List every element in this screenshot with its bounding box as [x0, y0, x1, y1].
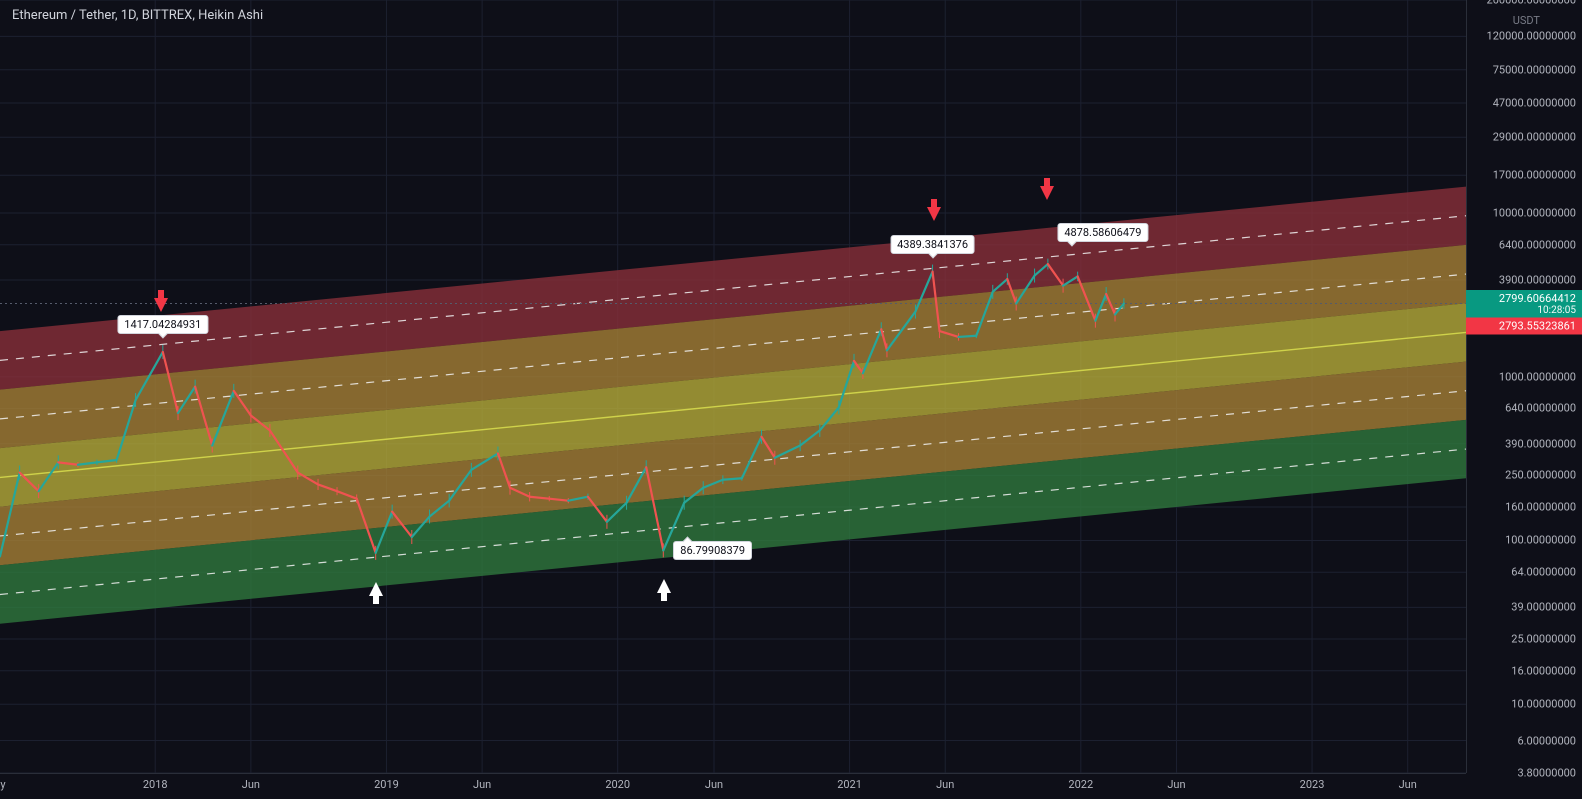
chart-svg	[0, 0, 1582, 799]
time-tick: Jun	[1399, 778, 1417, 791]
last-price-badge: 2799.6066441210:28:05	[1466, 290, 1582, 318]
price-tick: 10.00000000	[1511, 698, 1576, 711]
sell-arrow-icon	[154, 298, 168, 312]
time-tick: 2021	[837, 778, 862, 791]
time-tick: 2018	[143, 778, 168, 791]
price-tick: 75000.00000000	[1493, 63, 1576, 76]
time-tick: Jun	[705, 778, 723, 791]
buy-arrow-icon	[369, 582, 383, 596]
price-tick: 6400.00000000	[1499, 238, 1576, 251]
chart-container[interactable]: Ethereum / Tether, 1D, BITTREX, Heikin A…	[0, 0, 1582, 799]
price-tick: 10000.00000000	[1493, 207, 1576, 220]
sell-arrow-icon	[927, 207, 941, 221]
price-tick: 640.00000000	[1505, 402, 1576, 415]
time-tick: Jun	[1167, 778, 1185, 791]
time-tick: Jun	[242, 778, 260, 791]
price-tick: 39.00000000	[1511, 601, 1576, 614]
time-tick: ay	[0, 778, 6, 791]
price-tick: 3900.00000000	[1499, 273, 1576, 286]
price-tick: 3.80000000	[1517, 767, 1576, 780]
price-tick: 160.00000000	[1505, 501, 1576, 514]
sell-arrow-icon	[1040, 186, 1054, 200]
price-tick: 1000.00000000	[1499, 370, 1576, 383]
price-tick: 390.00000000	[1505, 437, 1576, 450]
price-tick: 200000.00000000	[1487, 0, 1576, 7]
time-tick: 2023	[1300, 778, 1325, 791]
price-tick: 29000.00000000	[1493, 131, 1576, 144]
prev-close-badge: 2793.55323861	[1466, 317, 1582, 334]
time-tick: 2020	[605, 778, 630, 791]
price-tick: 64.00000000	[1511, 566, 1576, 579]
price-tick: 25.00000000	[1511, 633, 1576, 646]
price-tick: 250.00000000	[1505, 469, 1576, 482]
buy-arrow-icon	[657, 579, 671, 593]
price-tick: 16.00000000	[1511, 664, 1576, 677]
price-axis-unit: USDT	[1513, 14, 1540, 27]
time-axis[interactable]: ay 2018 Jun 2019 Jun 2020 Jun 2021 Jun 2022 Jun 202…	[0, 773, 1466, 799]
price-tick: 6.00000000	[1517, 734, 1576, 747]
time-tick: Jun	[473, 778, 491, 791]
time-tick: Jun	[936, 778, 954, 791]
price-tick: 17000.00000000	[1493, 169, 1576, 182]
time-tick: 2022	[1068, 778, 1093, 791]
price-tick: 120000.00000000	[1487, 30, 1576, 43]
price-axis[interactable]: USDT 200000.00000000 120000.00000000 75000…	[1466, 0, 1582, 773]
price-tick: 47000.00000000	[1493, 96, 1576, 109]
price-tick: 100.00000000	[1505, 534, 1576, 547]
time-tick: 2019	[374, 778, 399, 791]
